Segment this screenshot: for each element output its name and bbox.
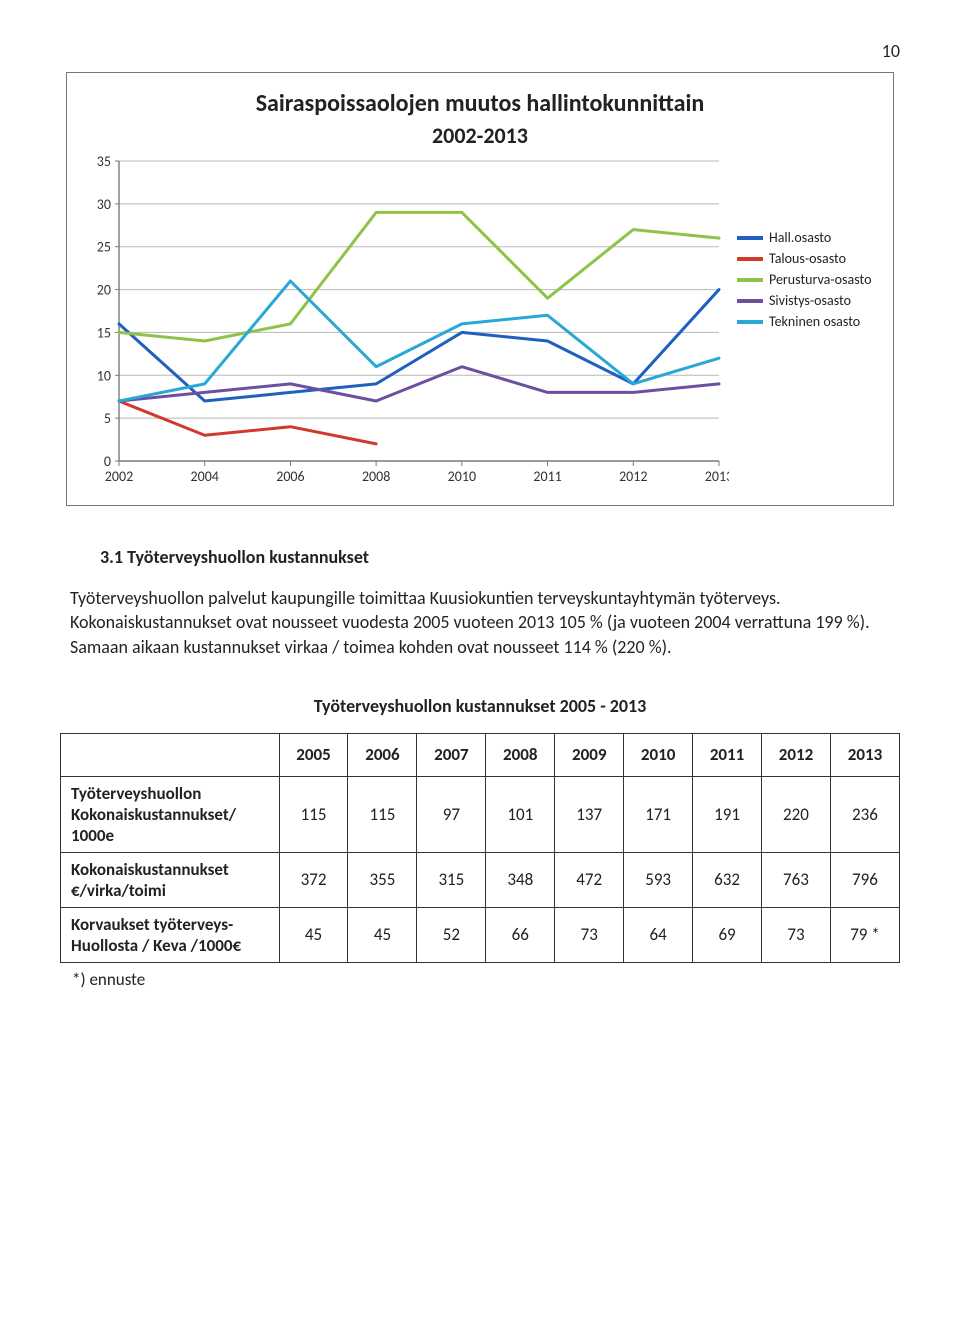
table-header-cell: 2009 bbox=[555, 733, 624, 776]
svg-text:2012: 2012 bbox=[619, 468, 647, 485]
svg-text:30: 30 bbox=[97, 196, 111, 213]
legend-swatch bbox=[737, 257, 763, 261]
legend-item: Talous-osasto bbox=[737, 250, 871, 267]
svg-text:2002: 2002 bbox=[105, 468, 133, 485]
table-cell: 73 bbox=[555, 907, 624, 962]
table-cell: 593 bbox=[624, 852, 693, 907]
table-cell: 97 bbox=[417, 776, 486, 852]
table-row: Työterveyshuollon Kokonaiskustannukset/ … bbox=[61, 776, 900, 852]
svg-text:2006: 2006 bbox=[276, 468, 304, 485]
table-cell: 69 bbox=[693, 907, 762, 962]
table-cell: 73 bbox=[762, 907, 831, 962]
table-cell: 632 bbox=[693, 852, 762, 907]
table-cell: 64 bbox=[624, 907, 693, 962]
table-cell: 191 bbox=[693, 776, 762, 852]
table-header-row: 200520062007200820092010201120122013 bbox=[61, 733, 900, 776]
legend-label: Tekninen osasto bbox=[769, 313, 860, 330]
section-paragraph: Työterveyshuollon palvelut kaupungille t… bbox=[70, 586, 890, 659]
table-cell: 796 bbox=[830, 852, 899, 907]
svg-text:20: 20 bbox=[97, 282, 111, 299]
page-number: 10 bbox=[60, 40, 900, 62]
table-cell: 101 bbox=[486, 776, 555, 852]
table-title: Työterveyshuollon kustannukset 2005 - 20… bbox=[60, 695, 900, 717]
table-row: Kokonaiskustannukset €/virka/toimi372355… bbox=[61, 852, 900, 907]
table-cell: 472 bbox=[555, 852, 624, 907]
chart-title-line2: 2002-2013 bbox=[79, 122, 881, 149]
table-cell: 115 bbox=[348, 776, 417, 852]
svg-text:2011: 2011 bbox=[533, 468, 561, 485]
table-cell: 220 bbox=[762, 776, 831, 852]
svg-text:2004: 2004 bbox=[191, 468, 219, 485]
table-body: Työterveyshuollon Kokonaiskustannukset/ … bbox=[61, 776, 900, 962]
table-row-label: Korvaukset työterveys-Huollosta / Keva /… bbox=[61, 907, 280, 962]
svg-text:15: 15 bbox=[97, 324, 111, 341]
chart-title-line1: Sairaspoissaolojen muutos hallintokunnit… bbox=[79, 89, 881, 118]
svg-text:5: 5 bbox=[104, 410, 111, 427]
table-cell: 315 bbox=[417, 852, 486, 907]
table-cell: 372 bbox=[279, 852, 348, 907]
svg-text:2013: 2013 bbox=[705, 468, 729, 485]
chart-container: Sairaspoissaolojen muutos hallintokunnit… bbox=[66, 72, 894, 506]
legend-label: Perusturva-osasto bbox=[769, 271, 871, 288]
table-cell: 79 * bbox=[830, 907, 899, 962]
svg-text:2008: 2008 bbox=[362, 468, 390, 485]
table-header-cell: 2010 bbox=[624, 733, 693, 776]
table-row: Korvaukset työterveys-Huollosta / Keva /… bbox=[61, 907, 900, 962]
table-cell: 45 bbox=[279, 907, 348, 962]
svg-text:25: 25 bbox=[97, 239, 111, 256]
table-header-cell: 2013 bbox=[830, 733, 899, 776]
legend-item: Hall.osasto bbox=[737, 229, 871, 246]
legend-label: Hall.osasto bbox=[769, 229, 831, 246]
chart-legend: Hall.osasto Talous-osasto Perusturva-osast… bbox=[737, 155, 871, 334]
legend-label: Talous-osasto bbox=[769, 250, 846, 267]
table-header-cell: 2007 bbox=[417, 733, 486, 776]
table-header-cell: 2006 bbox=[348, 733, 417, 776]
table-header-cell: 2012 bbox=[762, 733, 831, 776]
svg-text:10: 10 bbox=[97, 367, 111, 384]
cost-table: 200520062007200820092010201120122013 Työ… bbox=[60, 733, 900, 963]
table-header-blank bbox=[61, 733, 280, 776]
legend-swatch bbox=[737, 236, 763, 240]
svg-text:2010: 2010 bbox=[448, 468, 476, 485]
table-cell: 66 bbox=[486, 907, 555, 962]
table-cell: 348 bbox=[486, 852, 555, 907]
table-cell: 115 bbox=[279, 776, 348, 852]
legend-label: Sivistys-osasto bbox=[769, 292, 851, 309]
table-cell: 171 bbox=[624, 776, 693, 852]
table-cell: 236 bbox=[830, 776, 899, 852]
legend-item: Tekninen osasto bbox=[737, 313, 871, 330]
table-cell: 137 bbox=[555, 776, 624, 852]
legend-swatch bbox=[737, 320, 763, 324]
svg-text:35: 35 bbox=[97, 155, 111, 170]
table-header-cell: 2008 bbox=[486, 733, 555, 776]
table-row-label: Työterveyshuollon Kokonaiskustannukset/ … bbox=[61, 776, 280, 852]
table-row-label: Kokonaiskustannukset €/virka/toimi bbox=[61, 852, 280, 907]
line-chart-svg: 0510152025303520022004200620082010201120… bbox=[79, 155, 729, 491]
table-cell: 355 bbox=[348, 852, 417, 907]
table-cell: 763 bbox=[762, 852, 831, 907]
legend-item: Sivistys-osasto bbox=[737, 292, 871, 309]
table-cell: 45 bbox=[348, 907, 417, 962]
table-footnote: *) ennuste bbox=[72, 969, 900, 990]
chart-plot-area: 0510152025303520022004200620082010201120… bbox=[79, 155, 729, 491]
table-header-cell: 2011 bbox=[693, 733, 762, 776]
section-heading: 3.1 Työterveyshuollon kustannukset bbox=[100, 546, 900, 568]
table-header-cell: 2005 bbox=[279, 733, 348, 776]
legend-item: Perusturva-osasto bbox=[737, 271, 871, 288]
legend-swatch bbox=[737, 299, 763, 303]
table-cell: 52 bbox=[417, 907, 486, 962]
legend-swatch bbox=[737, 278, 763, 282]
